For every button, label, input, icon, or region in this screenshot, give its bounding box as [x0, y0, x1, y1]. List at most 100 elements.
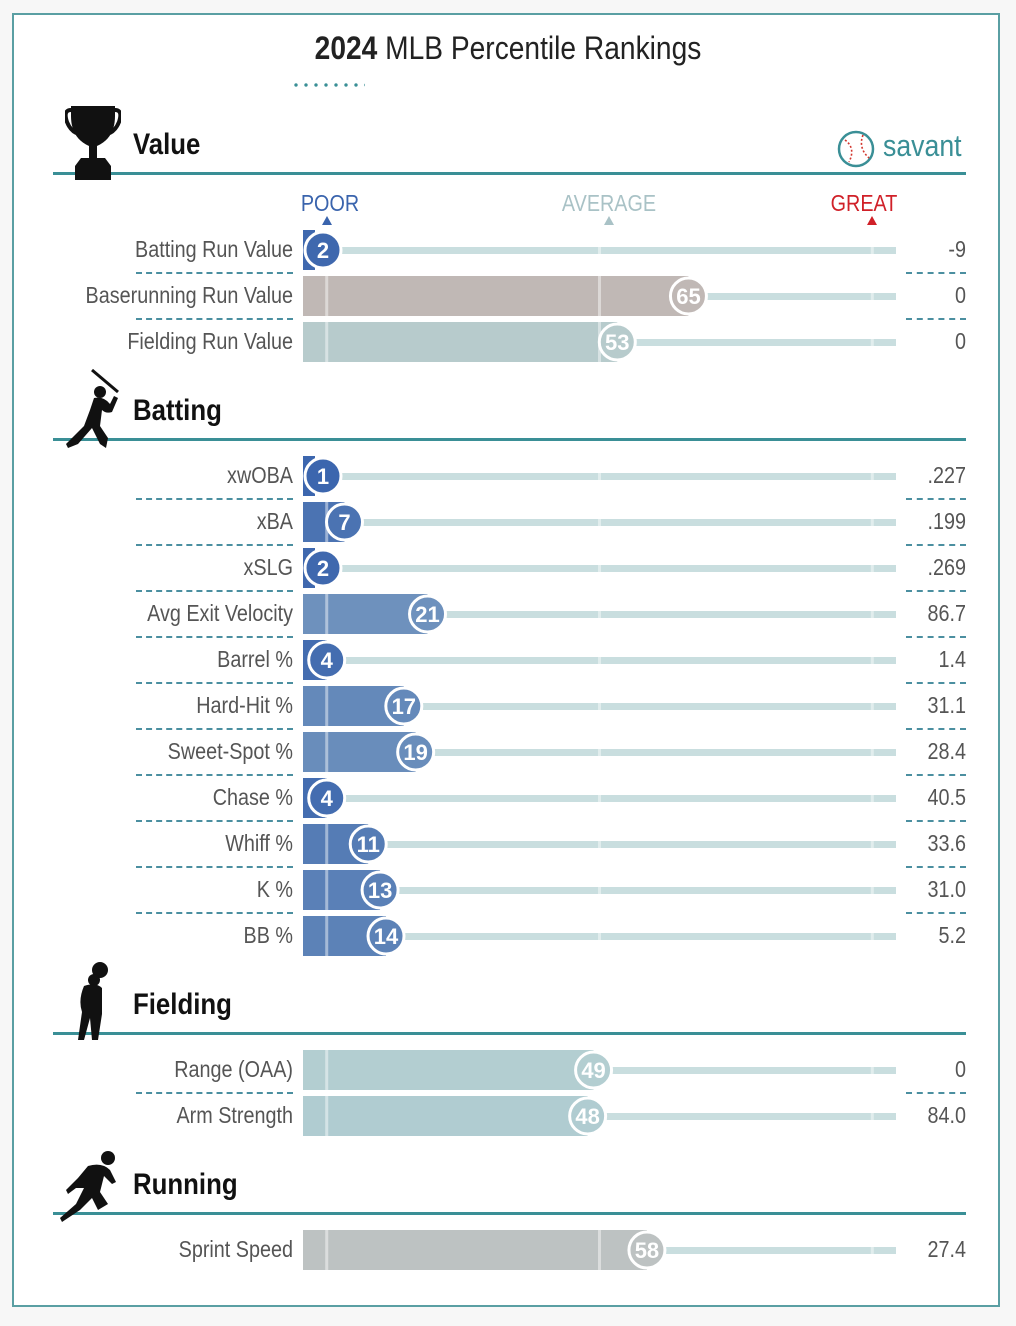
reference-line: [870, 686, 874, 726]
row-separator-right: [906, 318, 966, 320]
row-separator-right: [906, 912, 966, 914]
metric-value-chase: 40.5: [927, 784, 966, 810]
row-separator-left: [136, 590, 293, 592]
reference-line: [598, 502, 601, 542]
section-divider: [53, 1212, 966, 1215]
row-separator-left: [136, 318, 293, 320]
row-separator-left: [136, 272, 293, 274]
row-separator-left: [136, 1092, 293, 1094]
reference-line: [870, 870, 874, 910]
reference-line: [598, 686, 601, 726]
row-separator-right: [906, 820, 966, 822]
percentile-text-xba: 7: [338, 510, 350, 535]
bar-track: [303, 795, 896, 802]
reference-line: [598, 1230, 601, 1270]
poor-marker-icon: [322, 216, 332, 225]
reference-line: [870, 230, 874, 270]
reference-line: [870, 502, 874, 542]
row-separator-left: [136, 866, 293, 868]
row-separator-left: [136, 544, 293, 546]
percentile-marker-chase: [307, 778, 347, 818]
section-title-batting: Batting: [133, 394, 222, 427]
metric-label-range-oaa: Range (OAA): [174, 1056, 293, 1082]
percentile-text-arm-strength: 48: [575, 1104, 599, 1129]
reference-line: [598, 230, 601, 270]
percentile-marker-bb: [366, 916, 406, 956]
metric-value-arm-strength: 84.0: [927, 1102, 966, 1128]
runner-icon: [60, 1151, 116, 1222]
savant-logo-text[interactable]: savant: [883, 128, 962, 163]
row-separator-right: [906, 272, 966, 274]
section-title-value: Value: [133, 128, 201, 161]
metric-value-baserunning-run-value: 0: [954, 282, 966, 308]
metric-value-avg-exit-velocity: 86.7: [927, 600, 966, 626]
metric-label-xwoba: xwOBA: [227, 462, 293, 488]
baseball-icon: [837, 130, 875, 168]
fielder-icon: [78, 962, 108, 1040]
reference-line: [870, 1096, 874, 1136]
metric-label-hard-hit: Hard-Hit %: [196, 692, 293, 718]
reference-line: [598, 456, 601, 496]
metric-value-sweet-spot: 28.4: [927, 738, 966, 764]
metric-label-bb: BB %: [243, 922, 293, 948]
bar-track: [303, 887, 896, 894]
row-separator-right: [906, 498, 966, 500]
reference-line: [325, 870, 329, 910]
metric-value-whiff: 33.6: [927, 830, 966, 856]
metric-label-sprint-speed: Sprint Speed: [178, 1236, 293, 1262]
reference-line: [325, 824, 329, 864]
row-separator-right: [906, 636, 966, 638]
reference-line: [598, 548, 601, 588]
reference-line: [870, 1230, 874, 1270]
percentile-bar-range-oaa: [303, 1050, 594, 1090]
metric-label-xslg: xSLG: [243, 554, 293, 580]
section-divider: [53, 1032, 966, 1035]
row-separator-right: [906, 774, 966, 776]
percentile-marker-k: [360, 870, 400, 910]
metric-value-range-oaa: 0: [954, 1056, 966, 1082]
row-separator-left: [136, 820, 293, 822]
reference-line: [598, 640, 601, 680]
reference-line: [870, 640, 874, 680]
reference-line: [598, 824, 601, 864]
great-marker-icon: [867, 216, 877, 225]
reference-line: [870, 456, 874, 496]
percentile-marker-avg-exit-velocity: [408, 594, 448, 634]
percentile-marker-sweet-spot: [396, 732, 436, 772]
percentile-marker-xba: [325, 502, 365, 542]
title-underline-dots: [291, 83, 365, 87]
row-separator-left: [136, 682, 293, 684]
metric-value-batting-run-value: -9: [948, 236, 966, 262]
row-separator-right: [906, 1092, 966, 1094]
title-text: MLB Percentile Rankings: [385, 30, 702, 66]
reference-line: [325, 276, 329, 316]
row-separator-left: [136, 498, 293, 500]
percentile-marker-baserunning-run-value: [668, 276, 708, 316]
metric-label-sweet-spot: Sweet-Spot %: [167, 738, 293, 764]
reference-line: [325, 1050, 329, 1090]
bar-track: [303, 657, 896, 664]
batter-icon: [66, 368, 119, 448]
metric-value-sprint-speed: 27.4: [927, 1236, 966, 1262]
percentile-text-baserunning-run-value: 65: [676, 284, 700, 309]
metric-label-k: K %: [256, 876, 293, 902]
percentile-marker-batting-run-value: [303, 230, 343, 270]
percentile-marker-sprint-speed: [627, 1230, 667, 1270]
reference-line: [870, 548, 874, 588]
percentile-bar-arm-strength: [303, 1096, 588, 1136]
reference-line: [870, 778, 874, 818]
row-separator-right: [906, 728, 966, 730]
percentile-text-barrel: 4: [321, 648, 334, 673]
percentile-marker-arm-strength: [568, 1096, 608, 1136]
reference-line: [325, 916, 329, 956]
title-year: 2024: [314, 30, 378, 66]
bar-track: [303, 749, 896, 756]
percentile-marker-hard-hit: [384, 686, 424, 726]
row-separator-right: [906, 866, 966, 868]
percentile-text-k: 13: [368, 878, 392, 903]
percentile-text-xwoba: 1: [317, 464, 329, 489]
metric-label-barrel: Barrel %: [217, 646, 293, 672]
percentile-bar-fielding-run-value: [303, 322, 618, 362]
reference-line: [870, 1050, 874, 1090]
